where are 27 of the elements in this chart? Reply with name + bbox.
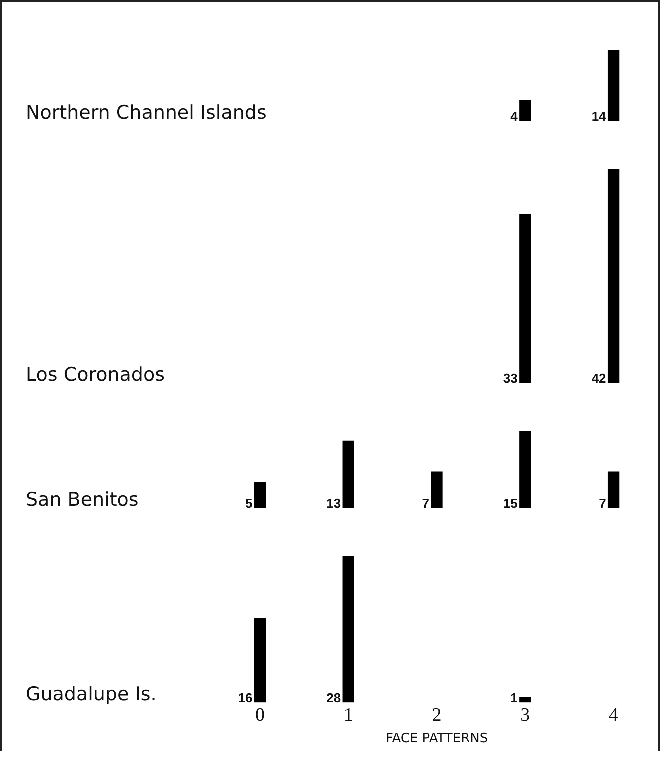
data-label: 7 — [422, 496, 430, 511]
data-label: 28 — [326, 690, 342, 706]
bar — [254, 482, 266, 508]
data-label: 5 — [245, 496, 253, 511]
bar — [431, 472, 443, 508]
x-tick-label: 3 — [520, 704, 530, 726]
bar — [608, 472, 620, 508]
data-label: 4 — [510, 109, 519, 124]
text: Los Coronados — [26, 364, 165, 386]
bar — [342, 440, 354, 508]
text: Northern Channel Islands — [26, 102, 267, 124]
bar — [520, 431, 532, 508]
x-tick-label: 0 — [255, 704, 265, 726]
data-label: 1 — [510, 690, 518, 706]
x-tick-label: 4 — [609, 704, 620, 726]
data-label: 15 — [503, 496, 518, 511]
data-label: 14 — [592, 109, 608, 124]
text: San Benitos — [26, 489, 139, 511]
text: Guadalupe Is. — [26, 684, 157, 706]
x-tick-label: 2 — [432, 704, 442, 726]
data-label: 42 — [592, 371, 606, 386]
data-label: 16 — [238, 690, 253, 706]
x-tick-label: 1 — [344, 704, 354, 726]
data-label: 7 — [599, 496, 606, 511]
data-label: 33 — [503, 371, 518, 386]
data-label: 13 — [326, 496, 342, 511]
x-axis-title: FACE PATTERNS — [386, 732, 488, 747]
